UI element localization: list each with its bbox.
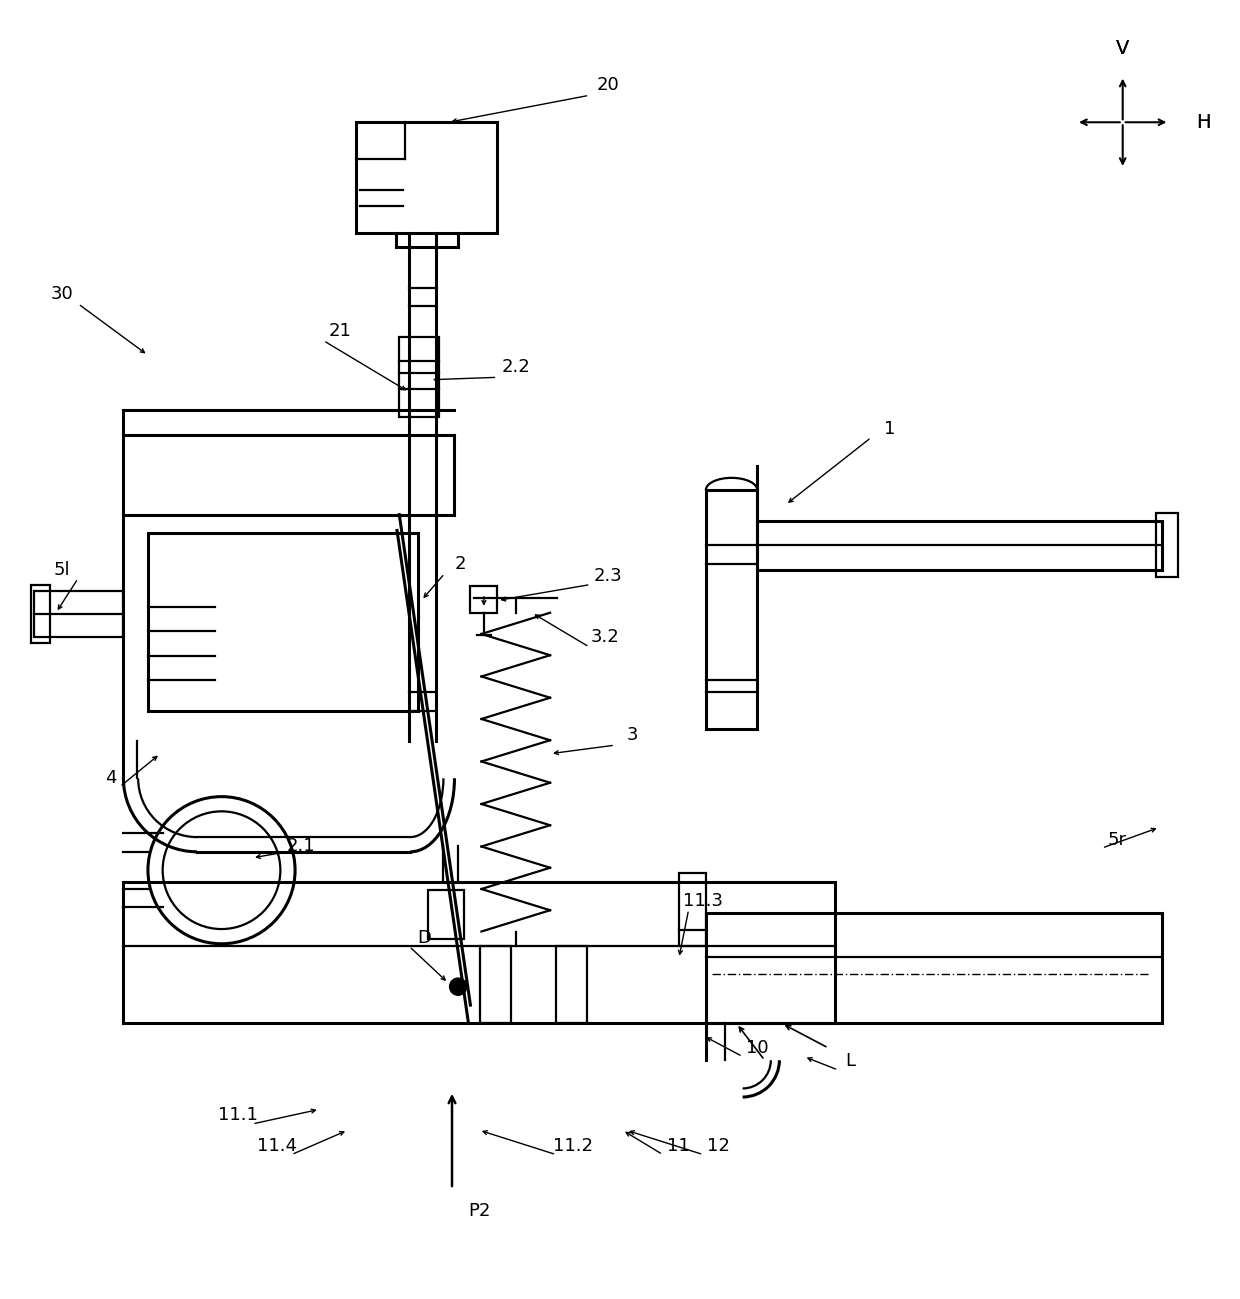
Text: V: V xyxy=(1116,39,1130,58)
Text: 2.3: 2.3 xyxy=(594,566,622,585)
Text: 2.2: 2.2 xyxy=(501,359,531,377)
Bar xyxy=(356,122,497,233)
Text: 2: 2 xyxy=(455,555,466,573)
Text: 12: 12 xyxy=(707,1137,729,1155)
Text: 10: 10 xyxy=(746,1039,769,1057)
Circle shape xyxy=(450,978,466,995)
Text: H: H xyxy=(1197,113,1210,131)
Bar xyxy=(1156,513,1178,577)
Text: 4: 4 xyxy=(105,769,117,787)
Bar xyxy=(31,585,50,643)
Text: 5r: 5r xyxy=(1107,830,1126,848)
Text: 21: 21 xyxy=(329,322,352,340)
Text: 11.2: 11.2 xyxy=(553,1137,594,1155)
Bar xyxy=(33,591,124,638)
Text: 1: 1 xyxy=(884,420,895,438)
Text: V: V xyxy=(1116,39,1130,58)
Bar xyxy=(428,890,464,939)
Text: 3.2: 3.2 xyxy=(591,629,620,646)
Text: 5l: 5l xyxy=(53,561,71,579)
Text: 30: 30 xyxy=(51,284,73,303)
Text: 11: 11 xyxy=(667,1137,691,1155)
Text: 11.3: 11.3 xyxy=(683,892,723,909)
Text: 20: 20 xyxy=(596,77,619,95)
Bar xyxy=(480,946,511,1024)
Text: D: D xyxy=(417,929,430,947)
Text: P2: P2 xyxy=(467,1202,490,1220)
Bar xyxy=(678,873,706,946)
Bar xyxy=(758,521,1162,570)
Text: L: L xyxy=(846,1052,856,1070)
Bar xyxy=(148,533,418,711)
Bar xyxy=(706,913,1162,1024)
Bar xyxy=(124,882,835,1024)
Bar xyxy=(470,586,497,613)
Text: 11.4: 11.4 xyxy=(257,1137,296,1155)
Bar xyxy=(706,490,758,729)
Bar xyxy=(399,336,439,417)
Text: 2.1: 2.1 xyxy=(286,837,315,855)
Bar xyxy=(557,946,587,1024)
Text: 3: 3 xyxy=(626,726,639,744)
Text: H: H xyxy=(1197,113,1210,131)
Text: 11.1: 11.1 xyxy=(217,1107,258,1125)
